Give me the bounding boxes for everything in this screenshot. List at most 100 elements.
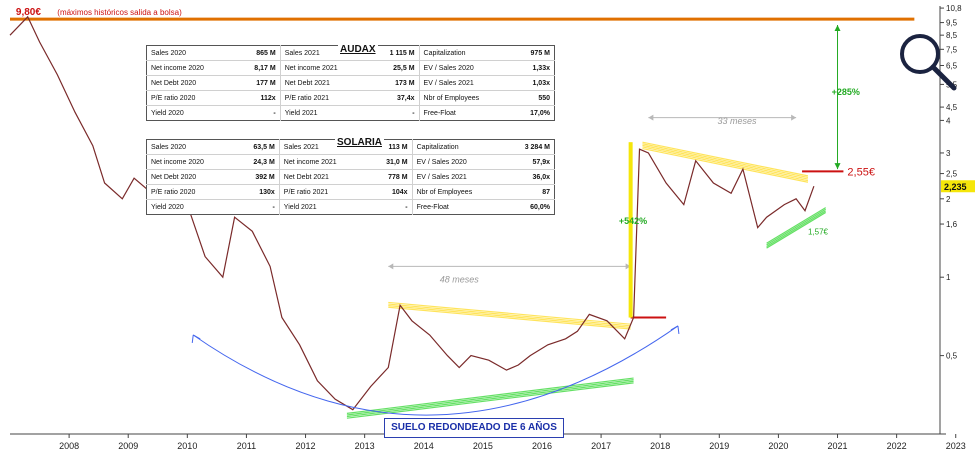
audax-label: EV / Sales 2020 [419,60,513,76]
solaria-value: 87 [505,184,555,200]
resistance-band-2018-2021 [642,147,809,183]
y-tick-label: 1,6 [946,220,958,229]
audax-table-title: AUDAX [338,44,378,55]
audax-value: 1,03x [512,75,555,91]
historic-high-value: 9,80€ [16,7,41,18]
audax-value: 550 [512,90,555,106]
y-tick-label: 0,5 [946,352,958,361]
audax-value: 1 115 M [370,45,420,61]
y-tick-label: 8,5 [946,31,958,40]
audax-label: Sales 2020 [151,49,187,57]
solaria-fundamentals-table: Sales 2020 63,5 M Sales 2021 113 M Capitaliz… [146,139,555,215]
solaria-label: EV / Sales 2020 [412,154,506,170]
audax-value: 37,4x [370,90,420,106]
solaria-label: EV / Sales 2021 [412,169,506,185]
solaria-label: Net Debt 2021 [279,169,369,185]
solaria-row: Yield 2020- Yield 2021- Free-Float 60,0% [146,199,555,215]
support-band-2013-2018 [346,379,634,416]
resistance-band-2018-2021 [642,146,809,182]
audax-label: Net Debt 2021 [280,75,371,91]
solaria-value: 104x [368,184,413,200]
y-tick-label: 2,5 [946,170,958,179]
audax-row: Sales 2020 865 M Sales 2021 1 115 M Capitali… [147,45,555,61]
audax-value: - [236,105,281,121]
x-tick-label: 2017 [591,441,611,451]
audax-label: Free-Float [419,105,513,121]
rounded-bottom-arc [192,325,679,416]
x-tick-label: 2019 [709,441,729,451]
gain-542-bar [628,142,633,318]
solaria-label: Sales 2021 [283,143,319,151]
audax-label: Sales 2021 [284,49,320,57]
solaria-value: 392 M [235,169,280,185]
y-tick-label: 4 [946,116,951,125]
rounded-bottom-caption: SUELO REDONDEADO DE 6 AÑOS [384,418,564,438]
support-price-label: 1,57€ [808,227,829,236]
gain-542-label: +542% [619,216,647,226]
audax-value: - [370,105,420,121]
support-band-2013-2018 [346,382,634,419]
y-tick-label: 10,8 [946,4,962,13]
audax-label: Net Debt 2020 [146,75,237,91]
historic-high-note: (máximos históricos salida a bolsa) [57,8,182,17]
resistance-band-2018-2021 [642,144,809,180]
resistance-band-2014-2018 [388,306,631,330]
solaria-value: 57,9x [505,154,555,170]
audax-row: P/E ratio 2020 112x P/E ratio 2021 37,4x Nbr… [146,90,555,106]
support-band-2020-2021 [766,210,827,247]
solaria-value: 130x [235,184,280,200]
solaria-value: 3 284 M [524,143,550,151]
audax-label: Yield 2020 [146,105,237,121]
audax-label: Capitalization [423,49,466,57]
solaria-value: 60,0% [505,199,555,215]
audax-value: 25,5 M [370,60,420,76]
solaria-label: Yield 2020 [146,199,236,215]
audax-value: 112x [236,90,281,106]
y-tick-label: 3 [946,149,951,158]
audax-value: 17,0% [512,105,555,121]
audax-row: Net income 2020 8,17 M Net income 2021 25,5… [146,60,555,76]
solaria-label: Net Debt 2020 [146,169,236,185]
y-tick-label: 7,5 [946,45,958,54]
audax-label: Net income 2021 [280,60,371,76]
solaria-label: Sales 2020 [151,143,187,151]
y-tick-label: 2 [946,195,951,204]
support-band-2020-2021 [766,207,827,244]
solaria-label: Net income 2021 [279,154,369,170]
audax-value: 173 M [370,75,420,91]
resistance-band-2014-2018 [388,305,631,329]
gain-285-label: +285% [832,87,860,97]
audax-label: EV / Sales 2021 [419,75,513,91]
solaria-value: - [368,199,413,215]
audax-row: Net Debt 2020 177 M Net Debt 2021 173 M EV /… [146,75,555,91]
y-tick-label: 4,5 [946,103,958,112]
audax-label: Nbr of Employees [419,90,513,106]
solaria-label: Yield 2021 [279,199,369,215]
audax-label: Net income 2020 [146,60,237,76]
audax-label: Yield 2021 [280,105,371,121]
x-tick-label: 2012 [296,441,316,451]
support-band-2013-2018 [346,377,634,414]
solaria-label: Free-Float [412,199,506,215]
magnifier-icon[interactable] [896,30,958,92]
audax-value: 177 M [236,75,281,91]
solaria-row: Net income 2020 24,3 M Net income 2021 31,0… [146,154,555,170]
audax-value: 1,33x [512,60,555,76]
solaria-row: Sales 2020 63,5 M Sales 2021 113 M Capitaliz… [147,139,555,155]
y-tick-label: 1 [946,273,951,282]
audax-label: P/E ratio 2021 [280,90,371,106]
x-tick-label: 2015 [473,441,493,451]
audax-value: 8,17 M [236,60,281,76]
solaria-value: 778 M [368,169,413,185]
audax-label: P/E ratio 2020 [146,90,237,106]
support-band-2020-2021 [766,208,827,246]
solaria-label: Capitalization [416,143,459,151]
x-tick-label: 2018 [650,441,670,451]
audax-value: 975 M [530,49,550,57]
solaria-value: 24,3 M [235,154,280,170]
resistance-band-2014-2018 [388,303,631,327]
y-tick-label: 6,5 [946,62,958,71]
support-band-2020-2021 [766,211,827,249]
support-band-2013-2018 [346,380,634,418]
